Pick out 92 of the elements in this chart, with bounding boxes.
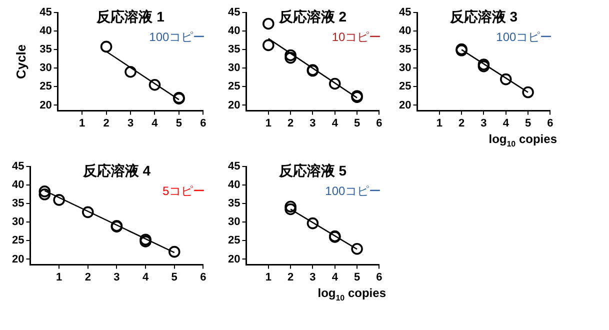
- annotation: 100コピー: [325, 184, 382, 198]
- y-tick-label: 40: [398, 25, 412, 38]
- y-tick-label: 30: [228, 216, 240, 228]
- x-axis-title: log$_{10}$ copies: [488, 132, 557, 148]
- x-tick-label: 3: [310, 271, 316, 284]
- y-tick-label: 40: [228, 179, 240, 192]
- x-tick-label: 6: [376, 117, 382, 130]
- x-tick-label: 1: [56, 271, 62, 284]
- chart-title: 反応溶液 4: [82, 162, 151, 178]
- point: [306, 217, 319, 230]
- point: [328, 78, 341, 90]
- x-tick-label: 5: [524, 117, 532, 130]
- point: [100, 40, 112, 53]
- x-tick-label: 2: [287, 271, 294, 284]
- x-tick-label: 3: [480, 117, 487, 130]
- annotation: 100コピー: [496, 30, 552, 44]
- point: [38, 188, 51, 200]
- point: [500, 73, 512, 86]
- x-tick-label: 4: [332, 117, 339, 130]
- point: [168, 246, 180, 258]
- y-tick-label: 45: [40, 6, 52, 19]
- x-tick-label: 4: [142, 271, 150, 284]
- y-tick-label: 25: [40, 80, 52, 93]
- chart-title: 反応溶液 3: [448, 8, 518, 24]
- y-tick-label: 45: [228, 160, 240, 173]
- x-tick-label: 1: [79, 117, 86, 130]
- x-tick-label: 6: [547, 117, 554, 130]
- y-tick-label: 45: [228, 6, 240, 19]
- x-tick-label: 1: [265, 117, 272, 130]
- x-tick-label: 6: [200, 271, 206, 284]
- x-tick-label: 3: [114, 271, 120, 284]
- point: [284, 200, 296, 213]
- x-tick-label: 4: [152, 117, 159, 130]
- y-tick-label: 40: [12, 179, 24, 192]
- y-tick-label: 45: [12, 160, 24, 173]
- point: [53, 194, 65, 206]
- y-tick-label: 35: [228, 198, 240, 210]
- x-tick-label: 5: [176, 117, 182, 130]
- y-tick-label: 35: [40, 44, 52, 56]
- y-tick-label: 20: [228, 99, 240, 112]
- x-tick-label: 5: [354, 271, 360, 284]
- point: [262, 39, 274, 52]
- y-tick-label: 25: [228, 80, 240, 93]
- y-tick-label: 20: [398, 99, 412, 112]
- x-tick-label: 4: [502, 117, 510, 130]
- point: [522, 86, 534, 98]
- y-tick-label: 30: [398, 62, 412, 74]
- y-tick-label: 20: [228, 253, 240, 266]
- y-tick-label: 45: [398, 6, 412, 19]
- annotation: 100コピー: [149, 30, 206, 44]
- annotation: 5コピー: [162, 184, 206, 198]
- x-tick-label: 5: [171, 271, 178, 284]
- chart-title: 反応溶液 1: [96, 8, 165, 24]
- x-tick-label: 6: [200, 117, 206, 130]
- y-tick-label: 35: [228, 44, 240, 56]
- x-tick-label: 1: [265, 271, 272, 284]
- y-tick-label: 35: [398, 44, 412, 56]
- y-tick-label: 30: [228, 62, 240, 74]
- y-tick-label: 20: [12, 253, 24, 266]
- x-tick-label: 2: [458, 117, 465, 130]
- chart-title: 反応溶液 5: [278, 162, 347, 178]
- chart-title: 反応溶液 2: [278, 8, 347, 24]
- x-tick-label: 3: [127, 117, 134, 130]
- y-tick-label: 35: [12, 198, 24, 210]
- y-tick-label: 25: [12, 234, 24, 247]
- x-axis-title: log$_{10}$ copies: [318, 286, 386, 302]
- x-tick-label: 1: [436, 117, 442, 130]
- point: [148, 78, 161, 91]
- y-tick-label: 40: [228, 25, 240, 38]
- x-tick-label: 2: [84, 271, 91, 284]
- point: [284, 52, 296, 64]
- y-tick-label: 20: [40, 99, 52, 112]
- y-tick-label: 30: [40, 62, 52, 74]
- point: [351, 242, 363, 255]
- point: [124, 66, 136, 78]
- x-tick-label: 2: [287, 117, 294, 130]
- x-tick-label: 6: [376, 271, 382, 284]
- x-tick-label: 3: [310, 117, 316, 130]
- point: [38, 186, 51, 198]
- point: [262, 18, 274, 30]
- x-tick-label: 4: [332, 271, 339, 284]
- point: [82, 206, 94, 218]
- y-axis-title: Cycle: [13, 44, 28, 80]
- y-tick-label: 30: [12, 216, 24, 228]
- annotation: 10コピー: [332, 30, 382, 44]
- y-tick-label: 25: [398, 80, 412, 93]
- y-tick-label: 40: [40, 25, 52, 38]
- point: [284, 203, 296, 216]
- x-tick-label: 5: [354, 117, 360, 130]
- point: [284, 49, 296, 62]
- y-tick-label: 25: [228, 234, 240, 247]
- x-tick-label: 2: [103, 117, 110, 130]
